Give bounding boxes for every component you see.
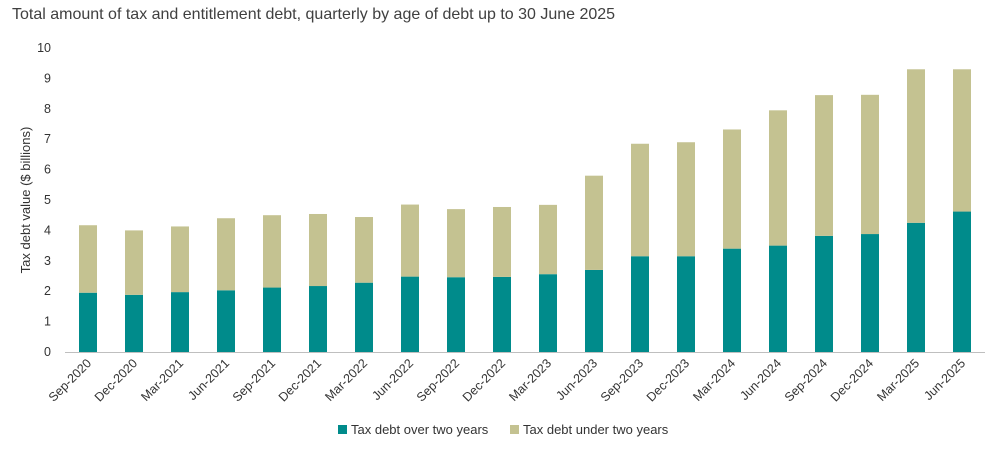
y-tick-label: 8 <box>44 102 51 116</box>
y-tick-label: 10 <box>37 41 51 55</box>
y-tick-label: 5 <box>44 193 51 207</box>
x-tick-label: Jun-2021 <box>185 356 232 403</box>
y-tick-label: 7 <box>44 132 51 146</box>
bar-segment-under-two-years <box>953 69 971 212</box>
x-tick-label: Mar-2021 <box>138 356 186 404</box>
bar-segment-under-two-years <box>171 226 189 293</box>
bar-segment-under-two-years <box>217 218 235 291</box>
x-tick-label: Sep-2023 <box>598 356 646 404</box>
bar-segment-under-two-years <box>769 110 787 246</box>
bar-segment-under-two-years <box>907 69 925 223</box>
bar-segment-over-two-years <box>125 294 143 352</box>
x-tick-label: Mar-2023 <box>506 356 554 404</box>
y-tick-label: 3 <box>44 254 51 268</box>
bar-segment-over-two-years <box>769 245 787 352</box>
x-tick-label: Sep-2021 <box>230 356 278 404</box>
bar-segment-over-two-years <box>217 290 235 352</box>
x-tick-label: Jun-2023 <box>553 356 600 403</box>
y-axis: 0 1 2 3 4 5 6 7 8 9 10 <box>37 41 51 359</box>
legend-swatch <box>338 425 347 434</box>
bar-segment-under-two-years <box>309 213 327 287</box>
bar-segment-over-two-years <box>631 256 649 352</box>
x-tick-label: Dec-2021 <box>276 356 324 404</box>
bar-segment-over-two-years <box>447 277 465 352</box>
bar-segment-over-two-years <box>723 248 741 352</box>
bar-segment-over-two-years <box>953 211 971 352</box>
chart-title: Total amount of tax and entitlement debt… <box>12 6 616 23</box>
bar-segment-under-two-years <box>79 225 97 293</box>
y-tick-label: 2 <box>44 284 51 298</box>
bar-segment-over-two-years <box>585 269 603 352</box>
bar-segment-over-two-years <box>355 282 373 352</box>
bar-segment-under-two-years <box>861 94 879 235</box>
legend-swatch <box>510 425 519 434</box>
x-tick-label: Dec-2023 <box>644 356 692 404</box>
legend-entry: Tax debt under two years <box>523 422 669 437</box>
bar-segment-under-two-years <box>493 206 511 277</box>
legend-entry: Tax debt over two years <box>351 422 489 437</box>
x-tick-label: Mar-2024 <box>690 356 738 404</box>
bar-segment-under-two-years <box>815 95 833 236</box>
x-tick-label: Dec-2024 <box>828 356 876 404</box>
bar-segment-under-two-years <box>539 204 557 275</box>
bar-segment-over-two-years <box>493 276 511 352</box>
bars <box>79 69 971 352</box>
x-tick-label: Sep-2020 <box>46 356 94 404</box>
x-tick-label: Jun-2025 <box>921 356 968 403</box>
bar-segment-under-two-years <box>585 175 603 270</box>
bar-segment-over-two-years <box>861 234 879 352</box>
legend: Tax debt over two years Tax debt under tw… <box>338 422 669 437</box>
bar-segment-under-two-years <box>677 142 695 257</box>
y-tick-label: 9 <box>44 71 51 85</box>
bar-segment-under-two-years <box>125 230 143 295</box>
x-tick-label: Mar-2025 <box>874 356 922 404</box>
bar-segment-under-two-years <box>263 215 281 288</box>
bar-segment-over-two-years <box>263 287 281 352</box>
x-tick-label: Sep-2024 <box>782 356 830 404</box>
bar-segment-under-two-years <box>355 217 373 283</box>
bar-segment-under-two-years <box>631 143 649 257</box>
x-tick-label: Jun-2022 <box>369 356 416 403</box>
x-tick-label: Sep-2022 <box>414 356 462 404</box>
bar-segment-over-two-years <box>677 256 695 352</box>
bar-segment-over-two-years <box>539 274 557 352</box>
y-axis-label: Tax debt value ($ billions) <box>18 127 33 274</box>
bar-segment-over-two-years <box>401 276 419 352</box>
bar-segment-over-two-years <box>309 286 327 352</box>
y-tick-label: 0 <box>44 345 51 359</box>
x-tick-label: Mar-2022 <box>322 356 370 404</box>
x-tick-label: Dec-2022 <box>460 356 508 404</box>
x-tick-label: Jun-2024 <box>737 356 784 403</box>
bar-segment-under-two-years <box>723 129 741 249</box>
bar-segment-under-two-years <box>401 204 419 277</box>
y-tick-label: 1 <box>44 315 51 329</box>
bar-segment-over-two-years <box>907 222 925 352</box>
bar-segment-over-two-years <box>79 292 97 352</box>
x-tick-label: Dec-2020 <box>92 356 140 404</box>
y-tick-label: 4 <box>44 223 51 237</box>
bar-segment-under-two-years <box>447 209 465 278</box>
y-tick-label: 6 <box>44 163 51 177</box>
bar-segment-over-two-years <box>171 292 189 352</box>
bar-segment-over-two-years <box>815 235 833 352</box>
